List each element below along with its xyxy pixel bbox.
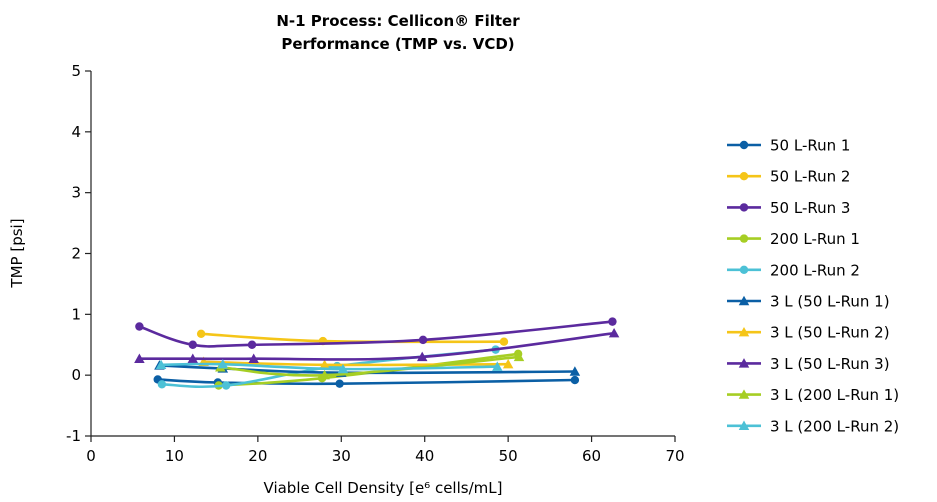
legend-item: 3 L (200 L-Run 2)	[727, 417, 899, 435]
data-point	[155, 359, 167, 370]
legend-swatch-marker	[738, 420, 750, 430]
legend-label: 3 L (50 L-Run 2)	[770, 324, 890, 342]
y-tick-label: 5	[71, 62, 81, 80]
data-point	[134, 353, 145, 363]
legend-item: 50 L-Run 2	[727, 168, 850, 186]
data-point	[188, 340, 197, 349]
data-point	[187, 353, 199, 363]
legend-swatch-marker	[738, 358, 750, 368]
x-tick-label: 70	[665, 447, 684, 465]
data-point	[570, 375, 580, 385]
legend-label: 200 L-Run 1	[770, 230, 860, 248]
chart-title-line-2: Performance (TMP vs. VCD)	[281, 35, 514, 53]
legend: 50 L-Run 1 50 L-Run 2 50 L-Run 3 200 L-Run …	[727, 137, 899, 435]
legend-label: 3 L (50 L-Run 1)	[770, 293, 890, 311]
legend-swatch-marker	[739, 140, 749, 150]
y-tick-label: 4	[71, 123, 81, 141]
data-point	[513, 351, 525, 362]
data-point	[569, 366, 581, 376]
x-tick-label: 40	[415, 447, 434, 465]
x-tick-label: 0	[86, 447, 96, 465]
y-tick-label: 2	[71, 245, 81, 263]
legend-item: 3 L (200 L-Run 1)	[727, 386, 899, 404]
data-point	[196, 329, 206, 338]
legend-label: 3 L (50 L-Run 3)	[770, 355, 890, 373]
legend-swatch-marker	[738, 295, 750, 306]
data-point	[217, 358, 229, 369]
data-point	[135, 322, 144, 331]
data-point	[157, 380, 167, 389]
data-point	[416, 351, 428, 362]
legend-swatch-marker	[739, 234, 749, 243]
series-line	[220, 355, 520, 377]
series-10	[155, 358, 503, 374]
x-axis-label: Viable Cell Density [e⁶ cells/mL]	[264, 479, 503, 497]
legend-item: 200 L-Run 2	[727, 261, 860, 279]
plot-area	[134, 317, 620, 390]
x-tick-label: 30	[332, 447, 351, 465]
legend-label: 200 L-Run 2	[770, 261, 860, 279]
series-line	[139, 331, 615, 361]
legend-label: 3 L (200 L-Run 2)	[770, 417, 899, 435]
data-point	[492, 361, 503, 371]
series-line	[159, 364, 575, 375]
x-tick-label: 20	[248, 447, 267, 465]
y-tick-label: 0	[71, 366, 81, 384]
x-tick-label: 60	[582, 447, 601, 465]
legend-swatch-marker	[738, 326, 750, 337]
legend-swatch-marker	[739, 265, 749, 274]
legend-swatch-marker	[739, 203, 749, 212]
x-tick-label: 10	[165, 447, 184, 465]
data-point	[319, 359, 330, 370]
data-point	[221, 381, 231, 390]
legend-item: 3 L (50 L-Run 2)	[727, 324, 890, 342]
legend-swatch-marker	[739, 172, 749, 181]
series-3	[135, 317, 617, 349]
legend-swatch-marker	[738, 389, 750, 399]
data-point	[608, 317, 617, 326]
y-tick-label: -1	[66, 427, 81, 445]
legend-label: 50 L-Run 3	[770, 199, 850, 217]
data-point	[337, 363, 349, 374]
data-point	[608, 327, 620, 338]
data-point	[247, 340, 257, 349]
series-8	[134, 327, 620, 363]
y-axis-label: TMP [psi]	[8, 218, 26, 288]
legend-item: 50 L-Run 3	[727, 199, 850, 217]
data-point	[502, 358, 514, 369]
legend-label: 50 L-Run 2	[770, 168, 850, 186]
y-tick-label: 1	[71, 305, 81, 323]
data-point	[248, 353, 259, 363]
data-point	[499, 337, 509, 346]
legend-item: 3 L (50 L-Run 1)	[727, 293, 890, 311]
series-line	[161, 362, 498, 371]
data-point	[335, 379, 344, 388]
legend-item: 50 L-Run 1	[727, 137, 850, 155]
legend-label: 50 L-Run 1	[770, 137, 850, 155]
y-tick-label: 3	[71, 184, 81, 202]
legend-item: 3 L (50 L-Run 3)	[727, 355, 890, 373]
data-point	[418, 335, 428, 345]
series-line	[157, 378, 575, 386]
series-1	[153, 375, 580, 388]
data-point	[319, 369, 330, 380]
x-tick-label: 50	[499, 447, 518, 465]
legend-label: 3 L (200 L-Run 1)	[770, 386, 899, 404]
chart-title-line-1: N-1 Process: Cellicon® Filter	[276, 12, 520, 30]
legend-item: 200 L-Run 1	[727, 230, 860, 248]
